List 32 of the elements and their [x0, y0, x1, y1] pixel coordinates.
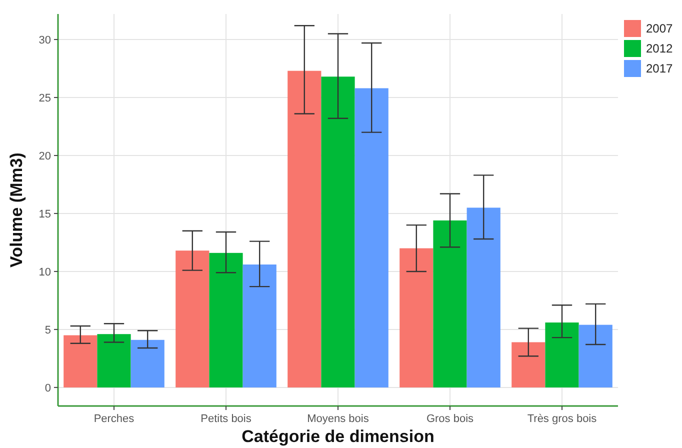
x-axis-title: Catégorie de dimension	[242, 427, 434, 446]
y-tick-label: 10	[38, 266, 51, 278]
bar	[242, 264, 276, 388]
legend-label: 2007	[646, 22, 674, 36]
y-tick-label: 15	[38, 208, 51, 220]
x-tick-label: Perches	[94, 413, 135, 425]
bar	[130, 340, 164, 388]
bar	[433, 220, 467, 388]
y-tick-label: 30	[38, 34, 51, 46]
bar	[64, 335, 98, 388]
bar	[545, 322, 579, 388]
legend-label: 2012	[646, 42, 674, 56]
x-tick-label: Moyens bois	[307, 413, 370, 425]
bar	[321, 76, 355, 388]
bar	[466, 208, 500, 388]
bar	[209, 252, 243, 388]
legend-label: 2017	[646, 62, 674, 76]
bar	[400, 248, 434, 388]
y-tick-label: 5	[44, 324, 51, 336]
y-tick-label: 25	[38, 92, 51, 104]
bar	[176, 250, 210, 388]
bar	[288, 70, 322, 388]
bar	[512, 342, 546, 388]
bar	[97, 334, 131, 388]
y-tick-label: 20	[38, 150, 51, 162]
bar	[354, 88, 388, 388]
bar	[578, 324, 612, 388]
x-tick-label: Petits bois	[200, 413, 252, 425]
y-axis-title: Volume (Mm3)	[7, 152, 26, 268]
y-tick-label: 0	[44, 382, 51, 394]
x-tick-label: Gros bois	[426, 413, 474, 425]
x-tick-label: Très gros bois	[527, 413, 598, 425]
